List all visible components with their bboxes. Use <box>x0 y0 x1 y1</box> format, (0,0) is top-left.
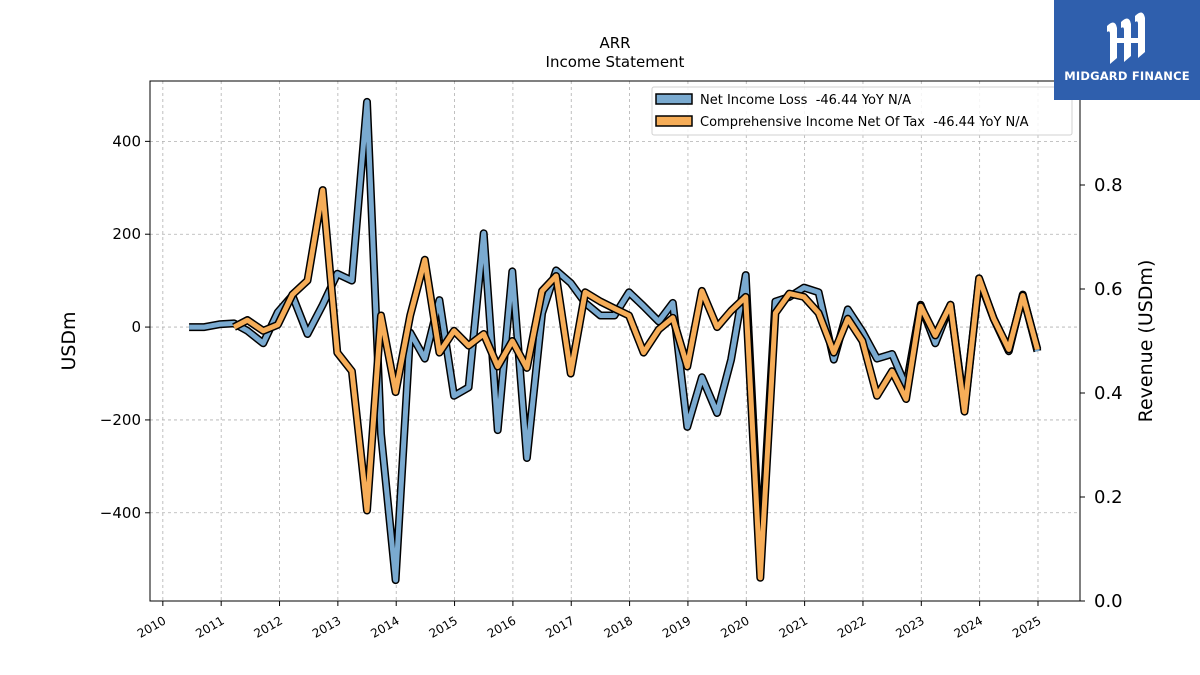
y-axis-left: −400 −200 0 200 400 <box>100 132 150 522</box>
x-tick-label: 2011 <box>193 613 226 640</box>
legend-swatch-net-income <box>655 93 693 105</box>
y-axis-right: 0.0 0.2 0.4 0.6 0.8 <box>1080 175 1123 612</box>
x-tick-label: 2012 <box>252 613 285 640</box>
legend-swatch-comprehensive-income <box>655 115 693 127</box>
legend: Net Income Loss -46.44 YoY N/A Comprehen… <box>651 86 1073 136</box>
x-tick-label: 2018 <box>602 613 635 640</box>
chart-title: ARR <box>599 34 630 52</box>
x-tick-label: 2020 <box>718 613 751 640</box>
x-tick-label: 2017 <box>543 613 576 640</box>
legend-label-net-income: Net Income Loss -46.44 YoY N/A <box>700 93 911 108</box>
y2-axis-label: Revenue (USDm) <box>1135 260 1157 423</box>
logo-mark-icon <box>1107 12 1145 65</box>
x-tick-label: 2024 <box>952 613 985 640</box>
y-axis-label: USDm <box>58 311 80 370</box>
y2-tick-label: 0.2 <box>1094 487 1123 508</box>
x-tick-label: 2014 <box>368 613 401 640</box>
chart-subtitle: Income Statement <box>546 53 685 71</box>
y-tick-label: −200 <box>100 411 141 429</box>
series-line-1 <box>232 187 1040 581</box>
y-tick-label: 200 <box>112 225 141 243</box>
x-tick-label: 2010 <box>135 613 168 640</box>
x-tick-label: 2025 <box>1010 613 1043 640</box>
x-tick-label: 2016 <box>485 613 518 640</box>
y2-tick-label: 0.4 <box>1094 383 1123 404</box>
x-tick-label: 2013 <box>310 613 343 640</box>
series-line-0 <box>189 99 1040 583</box>
y2-tick-label: 0.8 <box>1094 175 1123 196</box>
x-tick-label: 2022 <box>835 613 868 640</box>
y-tick-label: −400 <box>100 504 141 522</box>
x-tick-label: 2023 <box>893 613 926 640</box>
series-outline-0 <box>189 97 1042 585</box>
x-tick-label: 2021 <box>777 613 810 640</box>
series-layer <box>189 97 1042 585</box>
x-tick-label: 2019 <box>660 613 693 640</box>
y2-tick-label: 0.6 <box>1094 279 1123 300</box>
midgard-finance-logo: MIDGARD FINANCE <box>1054 0 1200 100</box>
legend-box <box>651 86 1073 136</box>
x-tick-label: 2015 <box>427 613 460 640</box>
y2-tick-label: 0.0 <box>1094 591 1123 612</box>
legend-label-comprehensive-income: Comprehensive Income Net Of Tax -46.44 Y… <box>700 115 1029 130</box>
x-axis: 2010 2011 2012 2013 2014 2015 2016 2017 2018 2019… <box>135 601 1043 641</box>
logo-text: MIDGARD FINANCE <box>1064 69 1190 83</box>
y-tick-label: 400 <box>112 132 141 150</box>
plot-frame <box>149 80 1081 602</box>
y-tick-label: 0 <box>131 318 141 336</box>
